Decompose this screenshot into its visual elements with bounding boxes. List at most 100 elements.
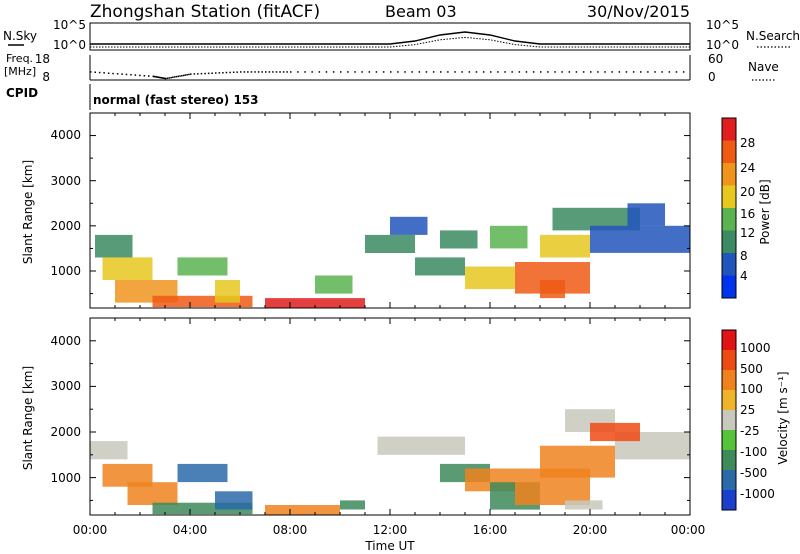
power-cell — [315, 275, 353, 294]
freq-dot — [193, 73, 196, 75]
power-colorbar-segment — [722, 230, 736, 254]
power-cell — [440, 230, 478, 249]
freq-dot — [229, 71, 231, 74]
velocity-cbar-tick-1000: 1000 — [740, 341, 771, 355]
freq-dot — [166, 77, 169, 79]
freq-dot — [257, 71, 260, 73]
date-label: 30/Nov/2015 — [587, 2, 690, 21]
freq-dot — [143, 75, 146, 77]
xtick-1: 04:00 — [173, 523, 208, 537]
freq-dot — [158, 76, 161, 79]
velocity-colorbar — [721, 329, 737, 511]
velocity-cell — [90, 441, 128, 460]
freq-dot — [286, 71, 288, 73]
freq-dot — [404, 71, 406, 73]
beam-label: Beam 03 — [385, 2, 457, 21]
freq-dot — [186, 74, 188, 76]
freq-dot — [311, 71, 313, 73]
freq-dot — [272, 71, 274, 73]
freq-dot — [190, 73, 192, 75]
freq-dot — [582, 71, 585, 73]
freq-dot — [361, 71, 363, 73]
freq-dot — [222, 72, 224, 74]
freq-dot — [468, 71, 471, 73]
freq-dot — [159, 76, 162, 79]
freq-dot — [175, 75, 178, 78]
freq-dot — [275, 71, 278, 73]
velocity-cbar-tick-25: 25 — [740, 403, 755, 417]
power-cell — [540, 234, 590, 258]
power-cbar-tick-16: 16 — [740, 207, 755, 221]
freq-dot — [116, 73, 119, 75]
freq-dot — [157, 76, 160, 78]
power-colorbar — [721, 117, 737, 299]
freq-dot — [103, 72, 105, 74]
power-cell — [215, 280, 240, 303]
freq-dot — [554, 71, 556, 73]
freq-dot — [518, 71, 521, 73]
noise-frame — [89, 22, 691, 51]
freq-dot — [661, 71, 663, 73]
noise-panel: N.Sky 10^5 10^0 10^5 10^0 N.Search — [3, 18, 800, 52]
freq-dot — [511, 71, 513, 73]
freq-dot — [675, 71, 678, 73]
power-cell — [390, 216, 428, 235]
power-cbar-tick-4: 4 — [740, 269, 748, 283]
freq-dot — [181, 75, 183, 77]
velocity-cell — [590, 422, 640, 442]
velocity-cell — [127, 482, 178, 505]
freq-dot — [354, 71, 356, 73]
power-colorbar-segment — [722, 208, 736, 231]
freq-dot — [225, 71, 228, 74]
freq-dot — [134, 74, 137, 76]
freq-tick-bottom: 8 — [42, 70, 50, 84]
velocity-colorbar-frame — [721, 329, 737, 511]
freq-label-line1: Freq. — [6, 52, 33, 65]
nsearch-tick-top: 10^5 — [706, 18, 739, 32]
nsearch-tick-bottom: 10^0 — [706, 38, 739, 52]
power-cell — [415, 257, 465, 276]
freq-dot — [632, 71, 635, 73]
power-axis-ticks — [89, 112, 691, 308]
power-ytick-3000: 3000 — [50, 174, 81, 188]
cpid-label: CPID — [6, 86, 38, 100]
freq-dot — [375, 71, 378, 73]
freq-dot — [597, 71, 599, 73]
freq-dot — [240, 71, 242, 73]
freq-dot — [568, 71, 571, 73]
freq-dot — [164, 77, 166, 80]
freq-dot — [155, 76, 157, 78]
freq-dot — [197, 73, 199, 75]
nsky-tick-top: 10^5 — [53, 18, 86, 32]
freq-dot — [160, 77, 162, 79]
freq-dot — [188, 73, 190, 76]
cpid-text: normal (fast stereo) 153 — [93, 93, 259, 107]
power-cbar-tick-28: 28 — [740, 136, 755, 150]
freq-dot — [490, 71, 492, 73]
velocity-ylabel: Slant Range [km] — [21, 366, 35, 470]
freq-dot — [161, 77, 163, 79]
freq-dot — [247, 71, 249, 73]
freq-dot — [200, 72, 203, 75]
velocity-cell — [377, 436, 465, 455]
freq-dot — [525, 71, 528, 73]
power-cbar-tick-24: 24 — [740, 161, 755, 175]
power-ytick-2000: 2000 — [50, 219, 81, 233]
nsearch-series-line — [90, 36, 690, 48]
power-colorbar-segment — [722, 185, 736, 209]
power-cell — [95, 234, 133, 258]
freq-dot — [112, 72, 114, 75]
power-colorbar-segment — [722, 140, 736, 164]
velocity-colorbar-segment — [722, 430, 736, 451]
freq-dot — [440, 71, 442, 73]
power-cell — [177, 257, 228, 276]
freq-dot — [94, 71, 96, 73]
freq-dot — [125, 73, 128, 76]
freq-dot — [332, 71, 335, 73]
freq-dot — [98, 71, 101, 74]
freq-panel: Freq. [MHz] 18 8 60 0 Nave — [4, 52, 779, 84]
freq-dot — [215, 72, 217, 74]
velocity-cell — [177, 463, 228, 483]
freq-dot — [282, 71, 285, 73]
